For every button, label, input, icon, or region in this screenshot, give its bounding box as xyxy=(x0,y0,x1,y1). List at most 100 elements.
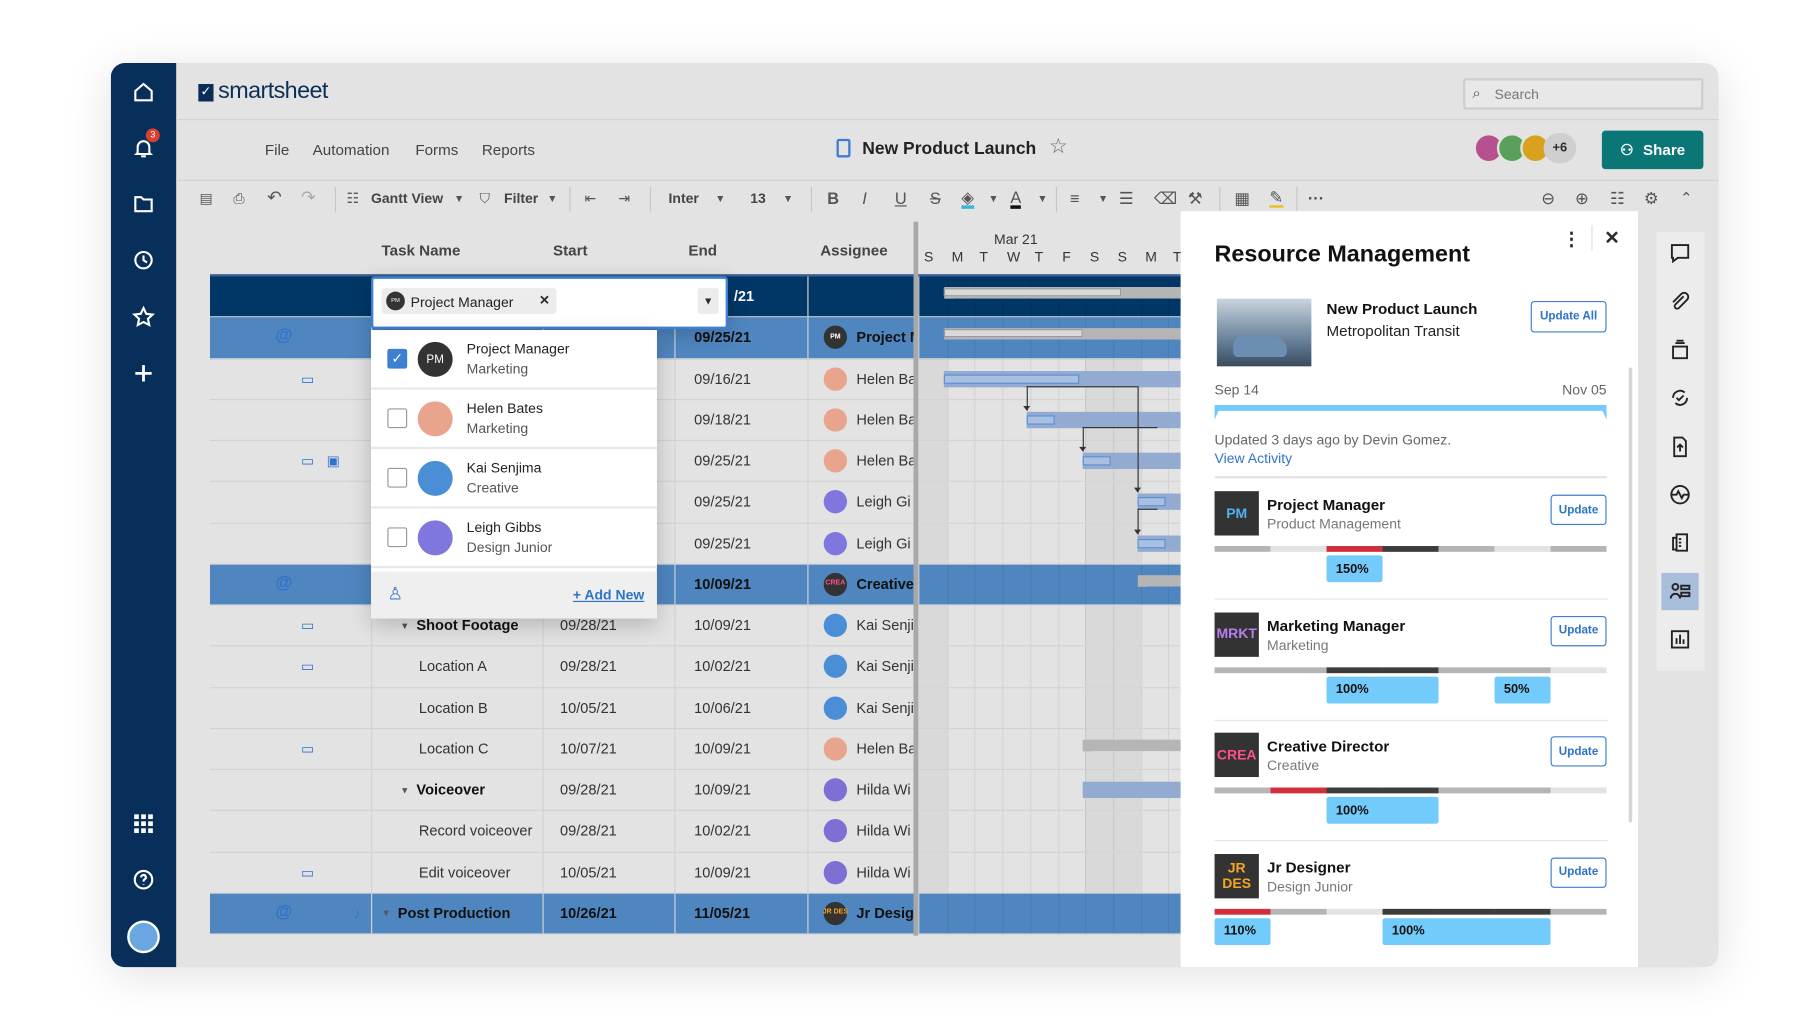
dropdown-option[interactable]: Kai Senjima Creative xyxy=(371,449,657,509)
format-painter-icon[interactable]: ⚒ xyxy=(1187,189,1203,208)
search-input[interactable]: ⌕ Search xyxy=(1463,78,1704,110)
view-chevron-down-icon[interactable]: ▼ xyxy=(453,192,465,205)
column-header-end[interactable]: End xyxy=(688,241,718,260)
end-date-cell[interactable]: 09/25/21 xyxy=(674,441,807,481)
folder-icon[interactable] xyxy=(130,190,158,218)
task-name-cell[interactable]: Location B xyxy=(371,687,543,728)
close-icon[interactable]: ✕ xyxy=(1604,228,1620,249)
highlight-icon[interactable]: ✎ xyxy=(1269,187,1284,208)
italic-icon[interactable]: I xyxy=(862,189,867,208)
column-header-assignee[interactable]: Assignee xyxy=(820,241,888,260)
apps-grid-icon[interactable] xyxy=(130,810,158,838)
table-row[interactable]: ▭ Location A 09/28/21 10/02/21 Kai Senji xyxy=(210,646,1181,688)
assignee-cell[interactable]: Kai Senji xyxy=(807,646,914,687)
filter-icon[interactable]: ⛉ xyxy=(479,190,491,207)
table-row[interactable]: ▭ 09/16/21 Helen Ba xyxy=(210,358,1181,400)
align-icon[interactable]: ≡ xyxy=(1069,189,1080,208)
expand-caret-icon[interactable]: ▼ xyxy=(381,908,391,919)
expand-caret-icon[interactable]: ▼ xyxy=(400,784,410,796)
end-date-cell[interactable]: 09/25/21 xyxy=(674,482,807,523)
outdent-icon[interactable]: ⇤ xyxy=(584,190,597,207)
end-date-cell[interactable]: 10/09/21 xyxy=(674,564,807,605)
gantt-split-handle[interactable] xyxy=(913,221,919,936)
option-checkbox[interactable] xyxy=(387,527,408,548)
assignee-multiselect[interactable]: PM Project Manager ✕ ▼ xyxy=(371,276,729,330)
fill-chevron-down-icon[interactable]: ▼ xyxy=(988,192,999,205)
table-row[interactable]: 09/25/21 Leigh Gi xyxy=(210,482,1181,524)
option-checkbox[interactable] xyxy=(387,408,408,429)
attachment-icon[interactable]: @ xyxy=(275,325,293,346)
task-name-cell[interactable]: ▼ Shoot Footage xyxy=(371,605,543,646)
eraser-icon[interactable]: ⌫ xyxy=(1153,189,1177,208)
task-name-cell[interactable]: ▼ Voiceover xyxy=(371,770,543,810)
table-row[interactable]: ▭ ▼ Shoot Footage 09/28/21 10/09/21 Kai Senji xyxy=(210,605,1181,647)
assignee-cell[interactable]: Helen Ba xyxy=(807,728,914,769)
table-row[interactable]: ▭ ▣ 09/25/21 Helen Ba xyxy=(210,441,1181,483)
start-date-cell[interactable]: 10/26/21 xyxy=(542,893,675,934)
resource-management-icon[interactable] xyxy=(1661,572,1699,611)
end-date-cell[interactable]: 09/18/21 xyxy=(674,399,807,440)
start-date-cell[interactable]: 10/05/21 xyxy=(542,687,675,728)
assignee-cell[interactable]: Hilda Wi xyxy=(807,852,913,893)
wrap-text-icon[interactable]: ☰ xyxy=(1118,189,1134,208)
view-activity-link[interactable]: View Activity xyxy=(1214,450,1293,467)
end-date-cell[interactable]: 09/25/21 xyxy=(674,523,807,564)
assignee-cell[interactable]: Kai Senji xyxy=(807,605,914,646)
assignee-cell[interactable]: Kai Senji xyxy=(807,687,914,728)
update-button[interactable]: Update xyxy=(1550,615,1607,646)
summary-icon[interactable] xyxy=(1668,531,1691,554)
assignee-cell[interactable]: Hilda Wi xyxy=(807,811,913,852)
font-size-selector[interactable]: 13 xyxy=(750,190,766,207)
menu-automation[interactable]: Automation xyxy=(312,141,390,159)
favorite-star-icon[interactable]: ☆ xyxy=(1048,134,1068,158)
assignee-cell[interactable]: Helen Ba xyxy=(807,441,914,481)
table-row[interactable]: ▼ Voiceover 09/28/21 10/09/21 Hilda Wi xyxy=(210,770,1181,812)
hierarchy-icon[interactable]: ☷ xyxy=(1610,189,1625,208)
indent-icon[interactable]: ⇥ xyxy=(618,190,631,207)
task-name-cell[interactable]: Location C xyxy=(371,728,543,769)
attachment-icon[interactable] xyxy=(1668,291,1691,314)
update-button[interactable]: Update xyxy=(1550,736,1607,767)
zoom-out-icon[interactable]: ⊖ xyxy=(1541,189,1555,208)
allocation-chip[interactable]: 50% xyxy=(1494,676,1551,703)
redo-icon[interactable]: ↷ xyxy=(301,187,316,208)
attachment-icon[interactable]: @ xyxy=(275,572,293,593)
save-icon[interactable]: ▤ xyxy=(199,190,213,207)
start-date-cell[interactable]: 09/28/21 xyxy=(542,770,675,810)
star-icon[interactable] xyxy=(130,303,158,331)
gantt-task-bar[interactable] xyxy=(1027,411,1181,428)
strikethrough-icon[interactable]: S xyxy=(929,189,941,208)
home-icon[interactable] xyxy=(130,78,158,106)
plus-icon[interactable] xyxy=(130,359,158,387)
task-name-cell[interactable]: Edit voiceover xyxy=(371,852,543,893)
clock-icon[interactable] xyxy=(130,246,158,274)
task-name-cell[interactable]: Record voiceover xyxy=(371,811,543,852)
comment-icon[interactable]: ▭ xyxy=(301,370,315,387)
align-chevron-down-icon[interactable]: ▼ xyxy=(1097,192,1109,205)
comment-icon[interactable]: ▭ xyxy=(301,740,315,757)
font-chevron-down-icon[interactable]: ▼ xyxy=(715,192,726,205)
table-row[interactable]: Location B 10/05/21 10/06/21 Kai Senji xyxy=(210,687,1181,729)
grid-icon[interactable]: ▦ xyxy=(1234,189,1250,208)
zoom-in-icon[interactable]: ⊕ xyxy=(1575,189,1589,208)
start-date-cell[interactable]: 09/28/21 xyxy=(542,646,675,687)
allocation-chip[interactable]: 100% xyxy=(1382,917,1551,945)
bell-icon[interactable]: 3 xyxy=(130,128,160,162)
assignee-cell[interactable]: Leigh Gi xyxy=(807,523,913,564)
menu-forms[interactable]: Forms xyxy=(415,141,459,159)
comment-icon[interactable]: ▭ xyxy=(301,863,315,881)
user-avatar[interactable] xyxy=(127,920,160,954)
assignee-cell[interactable]: Helen Ba xyxy=(807,358,914,399)
filter-chevron-down-icon[interactable]: ▼ xyxy=(547,192,558,205)
panel-scrollbar[interactable] xyxy=(1628,367,1633,823)
help-icon[interactable] xyxy=(130,866,158,894)
gear-icon[interactable]: ⚙ xyxy=(1643,189,1659,208)
chip-remove-icon[interactable]: ✕ xyxy=(539,294,550,309)
gantt-summary-bar[interactable] xyxy=(1137,574,1181,587)
start-date-cell[interactable]: 10/05/21 xyxy=(542,852,675,893)
end-date-cell[interactable]: 10/02/21 xyxy=(674,646,807,687)
activity-log-icon[interactable] xyxy=(1668,483,1691,506)
menu-file[interactable]: File xyxy=(264,141,290,159)
table-row[interactable]: ▭ Location C 10/07/21 10/09/21 Helen Ba xyxy=(210,728,1181,771)
view-selector[interactable]: Gantt View xyxy=(371,190,444,207)
